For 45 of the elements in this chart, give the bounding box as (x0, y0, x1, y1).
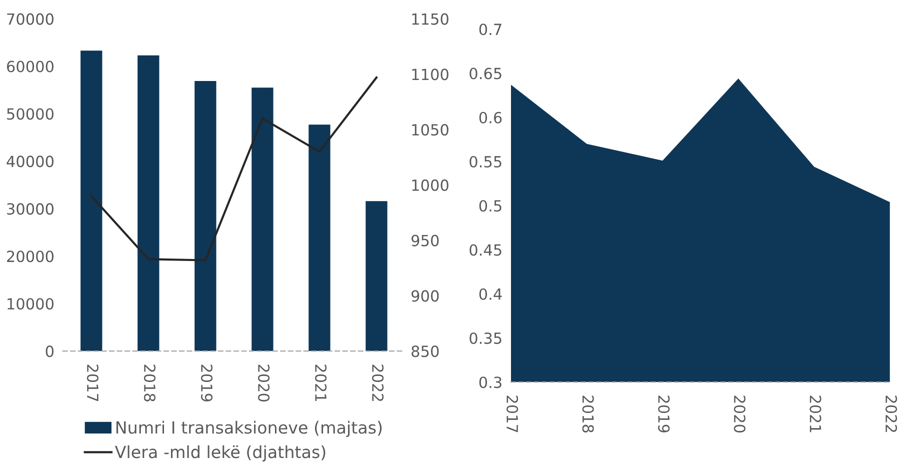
y-tick-label: 70000 (7, 13, 54, 25)
y-tick-label: 0.5 (479, 200, 502, 212)
bar (308, 124, 330, 352)
y-tick-label: 40000 (6, 156, 54, 168)
x-tick-label: 2021 (810, 396, 822, 432)
bar (252, 88, 274, 352)
x-tick-label: 2018 (144, 364, 156, 402)
legend-label: Numri I transaksioneve (majtas) (116, 420, 382, 438)
x-tick-label: 2017 (86, 364, 98, 402)
x-tick-label: 2022 (885, 396, 898, 432)
y-tick-label: 0.65 (470, 68, 502, 80)
x-tick-label: 2021 (315, 364, 327, 402)
x-tick-label: 2019 (658, 396, 670, 432)
bar (138, 55, 160, 352)
y2-tick-label: 1050 (412, 124, 448, 136)
y-tick-label: 0.35 (470, 332, 502, 344)
y-tick-label: 50000 (7, 108, 54, 120)
y-tick-label: 60000 (6, 60, 54, 72)
y-tick-label: 0.7 (479, 24, 502, 36)
y-tick-label: 0.4 (479, 288, 502, 300)
x-tick-label: 2017 (506, 396, 518, 432)
y2-tick-label: 850 (412, 346, 439, 358)
x-tick-label: 2020 (258, 364, 270, 402)
y-tick-label: 0.45 (470, 244, 502, 256)
y-tick-label: 0 (46, 346, 54, 358)
y2-tick-label: 900 (412, 290, 439, 302)
y-tick-label: 0.55 (470, 156, 502, 168)
bar (194, 80, 216, 352)
line-series (90, 76, 378, 262)
y2-tick-label: 1100 (412, 68, 448, 80)
y-tick-label: 0.6 (479, 112, 502, 124)
x-tick-label: 2018 (582, 396, 594, 432)
bar (366, 201, 388, 352)
y-tick-label: 10000 (8, 298, 54, 310)
x-tick-label: 2022 (372, 364, 384, 401)
x-tick-label: 2019 (200, 364, 213, 402)
y2-tick-label: 1150 (412, 13, 448, 25)
y-tick-label: 20000 (7, 250, 54, 262)
y-tick-label: 30000 (7, 203, 54, 215)
bar (80, 50, 102, 352)
y2-tick-label: 950 (412, 234, 439, 246)
x-tick-label: 2020 (734, 396, 746, 432)
y-tick-label: 0.3 (479, 376, 502, 388)
legend-label: Vlera -mld lekë (djathtas) (114, 445, 326, 462)
y2-tick-label: 1000 (412, 179, 448, 191)
